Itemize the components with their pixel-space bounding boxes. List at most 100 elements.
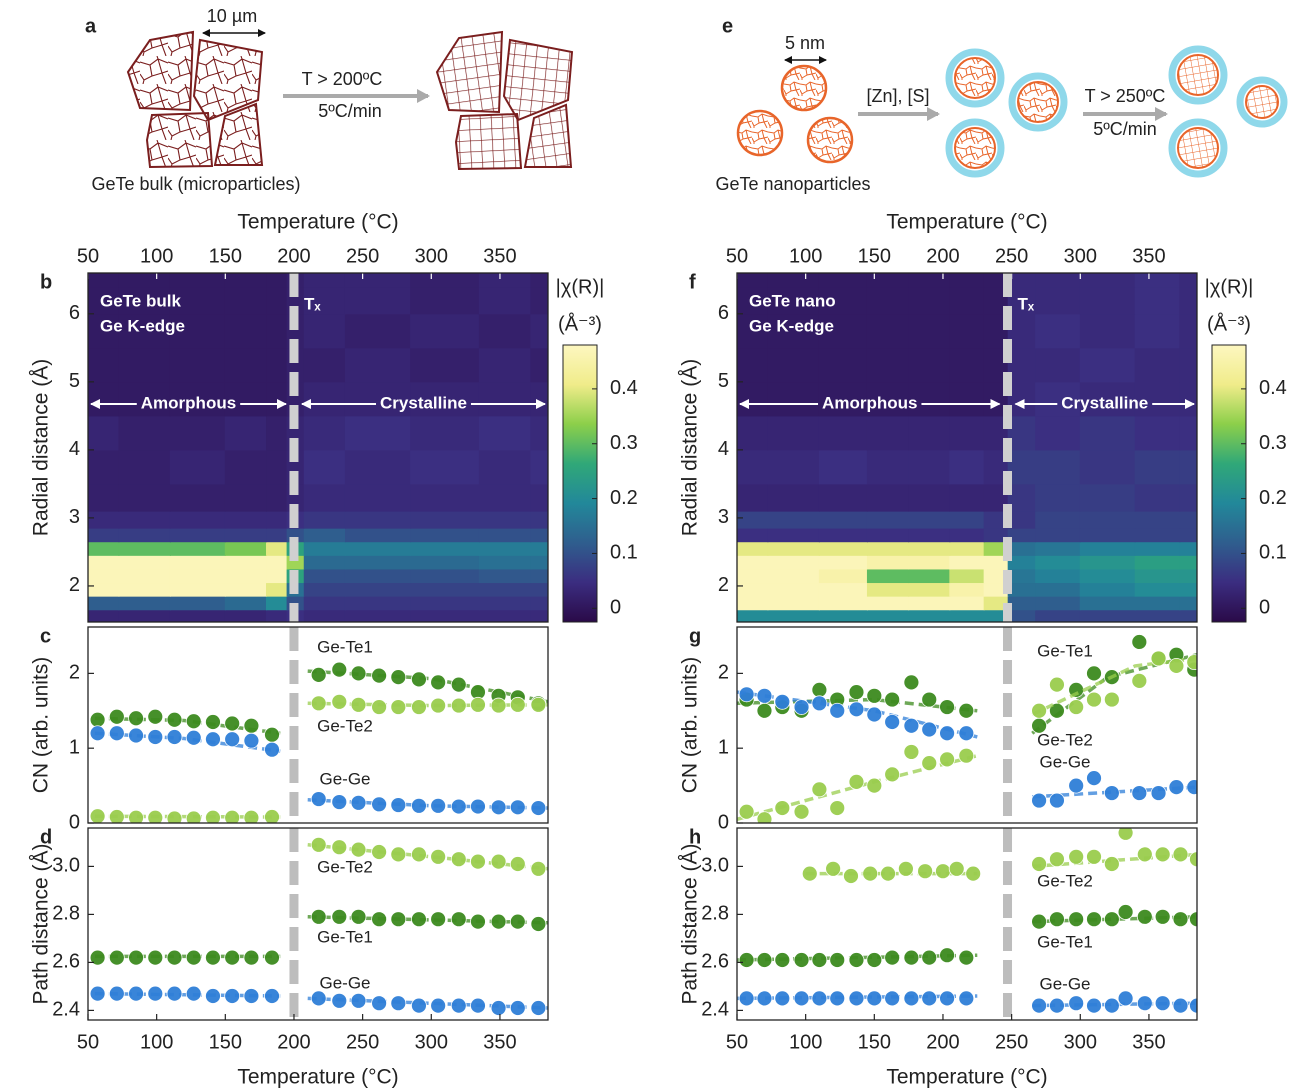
- data-point: [351, 697, 366, 712]
- heatmap-cell: [867, 449, 909, 484]
- heatmap-cell: [88, 381, 120, 416]
- heatmap-cell: [1080, 555, 1136, 570]
- heatmap-cell: [530, 273, 548, 288]
- data-point: [186, 730, 201, 745]
- heatmap-cell: [225, 609, 267, 622]
- heatmap-cell: [1179, 582, 1197, 597]
- data-point: [491, 800, 506, 815]
- x-tick-label: 150: [209, 1031, 242, 1053]
- heatmap-cell: [908, 511, 950, 529]
- heatmap-cell: [737, 273, 769, 288]
- data-point: [451, 998, 466, 1013]
- data-point: [311, 837, 326, 852]
- heatmap-cell: [908, 273, 950, 288]
- data-point: [1049, 677, 1064, 692]
- heatmap-cell: [1135, 541, 1181, 556]
- x-tick-label: 100: [789, 245, 822, 267]
- heatmap-cell: [1179, 313, 1197, 348]
- heatmap-cell: [1035, 415, 1081, 450]
- x-tick-label: 100: [140, 1031, 173, 1053]
- colorbar-tick-label: 0.3: [610, 432, 638, 454]
- data-point: [739, 687, 754, 702]
- data-point: [867, 991, 882, 1006]
- heatmap-cell: [1035, 347, 1081, 382]
- heatmap-cell: [767, 596, 819, 611]
- heatmap-cell: [908, 609, 950, 622]
- heatmap-cell: [479, 313, 531, 348]
- data-point: [372, 912, 387, 927]
- data-point: [470, 914, 485, 929]
- heatmap-cell: [949, 541, 984, 556]
- reagents: [Zn], [S]: [866, 86, 929, 106]
- heatmap-cell: [737, 541, 769, 556]
- heatmap-cell: [479, 555, 531, 570]
- data-point: [959, 703, 974, 718]
- heatmap-cell: [949, 511, 984, 529]
- heatmap-cell: [345, 528, 411, 543]
- heatmap-cell: [88, 582, 120, 597]
- heatmap-cell: [1179, 347, 1197, 382]
- series-label: Ge-Te1: [317, 637, 373, 656]
- data-point: [739, 991, 754, 1006]
- heatmap-cell: [949, 415, 984, 450]
- y-tick-label: 0: [69, 811, 80, 833]
- heatmap-cell: [118, 582, 170, 597]
- heatmap-cell: [266, 609, 288, 622]
- heatmap-cell: [767, 273, 819, 288]
- y-tick-label: 2: [718, 574, 729, 596]
- data-point: [959, 950, 974, 965]
- heatmap-cell: [266, 511, 288, 529]
- heatmap-cell: [225, 555, 267, 570]
- heatmap-cell: [88, 415, 120, 450]
- region-label: Amorphous: [141, 393, 236, 412]
- heatmap-cell: [867, 596, 909, 611]
- colorbar-tick-label: 0.2: [610, 487, 638, 509]
- heatmap-cell: [225, 596, 267, 611]
- data-point: [739, 804, 754, 819]
- heatmap-cell: [867, 582, 909, 597]
- data-point: [351, 842, 366, 857]
- data-point: [867, 953, 882, 968]
- heatmap-cell: [1035, 609, 1081, 622]
- x-tick-label: 150: [858, 245, 891, 267]
- data-point: [1155, 909, 1170, 924]
- heatmap-cell: [345, 609, 411, 622]
- heatmap-cell: [479, 609, 531, 622]
- heatmap-cell: [819, 347, 868, 382]
- data-point: [1169, 658, 1184, 673]
- data-point: [90, 809, 105, 824]
- heatmap-cell: [479, 511, 531, 529]
- data-point: [885, 991, 900, 1006]
- heatmap-cell: [225, 582, 267, 597]
- heatmap-cell: [1135, 347, 1181, 382]
- y-tick-label: 3: [69, 506, 80, 528]
- y-tick-label: 2.4: [52, 999, 80, 1021]
- data-point: [431, 698, 446, 713]
- heatmap-cell: [345, 483, 411, 511]
- heatmap-cell: [88, 568, 120, 583]
- heatmap-cell: [225, 483, 267, 511]
- data-point: [391, 700, 406, 715]
- heatmap-cell: [410, 609, 480, 622]
- x-tick-label: 200: [926, 245, 959, 267]
- data-point: [885, 715, 900, 730]
- heatmap-cell: [949, 273, 984, 288]
- heatmap-cell: [949, 286, 984, 314]
- diagram-e: e 5 nm [Zn], [S] T > 250ºC 5ºC/min GeTe …: [715, 15, 1284, 193]
- x-axis-title: Temperature (°C): [237, 1066, 398, 1089]
- colorbar-unit: (Å⁻³): [1207, 312, 1251, 335]
- heatmap-cell: [819, 483, 868, 511]
- colorbar-tick-label: 0: [610, 597, 621, 619]
- heatmap-cell: [170, 568, 226, 583]
- data-point: [311, 792, 326, 807]
- y-axis-title: Radial distance (Å): [30, 359, 53, 536]
- data-point: [1155, 847, 1170, 862]
- heatmap-cell: [1035, 582, 1081, 597]
- heatmap-cell: [304, 313, 346, 348]
- x-tick-label: 350: [483, 245, 516, 267]
- heatmap-cell: [88, 541, 120, 556]
- data-point: [351, 666, 366, 681]
- data-point: [849, 702, 864, 717]
- heatmap-cell: [479, 528, 531, 543]
- data-point: [167, 811, 182, 826]
